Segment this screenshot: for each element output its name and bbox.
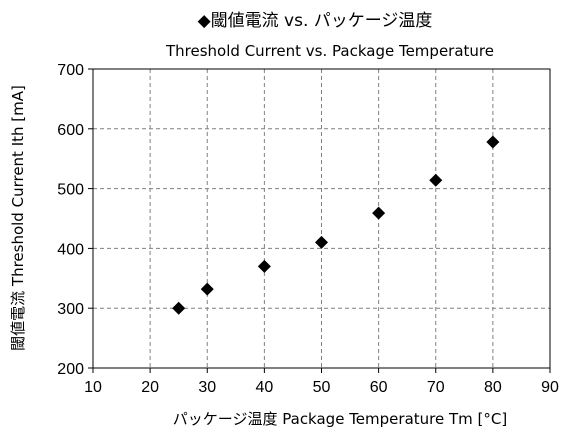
data-point: [172, 301, 186, 315]
grid-lines: [93, 69, 550, 368]
y-tick-label: 200: [57, 361, 84, 378]
x-axis-label: パッケージ温度 Package Temperature Tm [°C]: [173, 410, 507, 428]
x-tick-label: 90: [541, 379, 559, 396]
x-axis-ticks: 10 20 30 40 50 60 70 80 90: [84, 368, 559, 396]
y-axis-ticks: 200 300 400 500 600 700: [57, 62, 93, 378]
data-point: [315, 235, 328, 249]
data-point: [372, 206, 386, 220]
x-tick-label: 80: [484, 379, 502, 396]
y-axis-label: 閾値電流 Threshold Current Ith [mA]: [9, 85, 27, 351]
x-tick-label: 30: [198, 379, 216, 396]
x-tick-label: 10: [84, 379, 102, 396]
x-tick-label: 60: [370, 379, 388, 396]
data-point: [200, 282, 214, 296]
x-tick-label: 20: [141, 379, 159, 396]
y-tick-label: 700: [57, 62, 84, 79]
data-point: [429, 173, 443, 187]
data-point: [486, 135, 500, 149]
x-tick-label: 50: [313, 379, 331, 396]
data-points: [172, 135, 500, 315]
y-tick-label: 400: [57, 241, 84, 258]
chart-subtitle: Threshold Current vs. Package Temperatur…: [165, 42, 494, 60]
y-tick-label: 300: [57, 301, 84, 318]
x-tick-label: 40: [255, 379, 273, 396]
y-tick-label: 600: [57, 122, 84, 139]
data-point: [257, 259, 271, 273]
x-tick-label: 70: [427, 379, 445, 396]
y-tick-label: 500: [57, 182, 84, 199]
chart-title: ◆閾値電流 vs. パッケージ温度: [198, 11, 433, 31]
